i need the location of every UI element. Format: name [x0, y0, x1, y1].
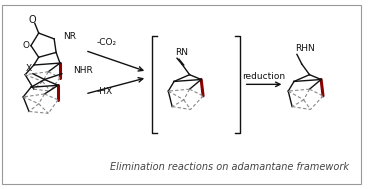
- Text: RHN: RHN: [295, 44, 315, 53]
- Text: Elimination reactions on adamantane framework: Elimination reactions on adamantane fram…: [110, 162, 349, 172]
- Text: RN: RN: [175, 48, 188, 57]
- Text: -CO₂: -CO₂: [96, 38, 117, 47]
- Text: reduction: reduction: [243, 72, 286, 81]
- Text: -HX: -HX: [96, 87, 112, 96]
- Text: O: O: [22, 41, 30, 50]
- Text: NR: NR: [63, 33, 76, 41]
- Text: X: X: [26, 64, 32, 73]
- Text: NHR: NHR: [74, 66, 93, 75]
- Text: O: O: [28, 15, 36, 25]
